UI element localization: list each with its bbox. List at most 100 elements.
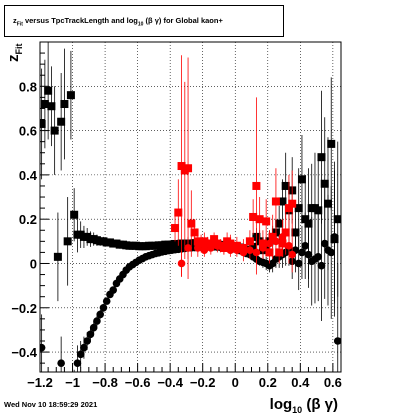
data-point-circle — [330, 233, 339, 241]
data-point-square — [184, 164, 193, 173]
data-point-square — [53, 252, 62, 261]
data-point-square — [44, 86, 53, 95]
data-point-square — [297, 175, 306, 184]
data-point-square — [63, 237, 72, 246]
data-point-square — [333, 215, 341, 224]
data-point-circle — [278, 233, 287, 241]
data-point-circle — [252, 248, 261, 257]
data-point-circle — [213, 241, 222, 250]
data-point-square — [177, 162, 186, 171]
data-point-square — [50, 126, 59, 135]
data-point-circle — [265, 239, 274, 248]
data-point-square — [268, 232, 277, 241]
data-point-circle — [207, 244, 215, 252]
data-point-square — [252, 181, 261, 190]
x-tick-label: 0 — [232, 375, 239, 390]
data-point-circle — [226, 246, 235, 254]
data-point-square — [60, 100, 69, 109]
data-point-square — [40, 100, 49, 109]
data-point-square — [171, 224, 180, 233]
data-point-square — [66, 91, 75, 100]
data-point-circle — [57, 359, 65, 367]
data-point-square — [271, 197, 280, 206]
title-log-sub: 10 — [137, 21, 144, 28]
data-point-circle — [320, 239, 329, 248]
data-point-circle — [109, 286, 118, 294]
y-tick-label: 0.8 — [19, 79, 37, 94]
data-point-circle — [239, 248, 248, 257]
x-tick-label: −0.2 — [190, 375, 216, 390]
data-point-circle — [194, 244, 202, 252]
data-point-square — [262, 217, 271, 226]
y-tick-label: 0 — [30, 256, 37, 271]
x-tick-label: 0.4 — [291, 375, 310, 390]
data-point-circle — [272, 237, 280, 246]
chart-title: zFit versus TpcTrackLength and log10 (β … — [4, 5, 284, 37]
x-tick-label: −0.8 — [92, 375, 118, 390]
data-point-square — [255, 215, 264, 224]
data-point-circle — [80, 343, 88, 352]
x-tick-label: −0.4 — [157, 375, 183, 390]
x-tick-label: −0.6 — [125, 375, 151, 390]
data-point-square — [281, 181, 290, 190]
data-point-circle — [259, 244, 267, 252]
data-point-circle — [304, 250, 313, 259]
data-point-circle — [301, 241, 310, 250]
data-point-square — [284, 204, 293, 213]
data-point-square — [327, 139, 336, 148]
data-point-circle — [177, 259, 186, 268]
y-tick-label: −0.2 — [11, 301, 37, 316]
x-tick-label: 0.6 — [324, 375, 342, 390]
series-3 — [177, 219, 296, 277]
data-point-circle — [327, 248, 336, 257]
data-point-square — [281, 228, 290, 237]
data-point-square — [294, 204, 303, 213]
y-tick-label: 0.6 — [19, 124, 37, 139]
data-point-square — [249, 212, 258, 221]
data-point-circle — [86, 330, 95, 339]
data-point-circle — [294, 259, 303, 268]
data-point-circle — [333, 337, 341, 345]
data-point-square — [174, 208, 183, 217]
y-axis-label: zFit — [5, 44, 24, 63]
title-arg: (β γ) — [145, 16, 162, 25]
data-point-square — [70, 210, 79, 219]
data-point-circle — [220, 244, 228, 252]
data-point-circle — [200, 246, 209, 254]
data-point-square — [190, 228, 199, 237]
data-point-circle — [317, 261, 326, 270]
data-point-square — [317, 153, 326, 162]
data-point-circle — [233, 246, 241, 254]
data-point-square — [57, 117, 66, 126]
data-point-square — [40, 119, 46, 128]
tick-marks — [39, 52, 342, 372]
data-point-square — [278, 197, 287, 206]
data-point-circle — [89, 323, 98, 332]
y-tick-label: 0.4 — [19, 168, 38, 183]
data-point-square — [288, 199, 297, 208]
datestamp: Wed Nov 10 18:59:29 2021 — [4, 400, 98, 409]
title-var-sub: Fit — [16, 21, 23, 28]
data-point-circle — [76, 350, 85, 359]
x-axis-label: log10 (β γ) — [270, 396, 338, 414]
data-point-square — [275, 248, 284, 257]
x-tick-label: −1 — [65, 375, 80, 390]
data-point-circle — [73, 359, 82, 367]
data-point-square — [320, 179, 329, 188]
data-point-square — [187, 219, 196, 228]
data-point-circle — [96, 310, 104, 319]
data-point-circle — [83, 337, 91, 345]
data-point-circle — [298, 248, 306, 257]
data-point-square — [47, 102, 56, 111]
data-point-circle — [285, 241, 293, 250]
data-point-circle — [99, 303, 108, 312]
y-tick-label: 0.2 — [19, 212, 37, 227]
data-point-circle — [40, 343, 46, 352]
title-var: z — [13, 16, 17, 25]
x-tick-label: 0.2 — [259, 375, 277, 390]
title-mid: versus TpcTrackLength and log — [22, 16, 138, 25]
data-point-circle — [102, 297, 111, 305]
data-point-circle — [288, 250, 296, 259]
data-point-circle — [246, 246, 254, 254]
